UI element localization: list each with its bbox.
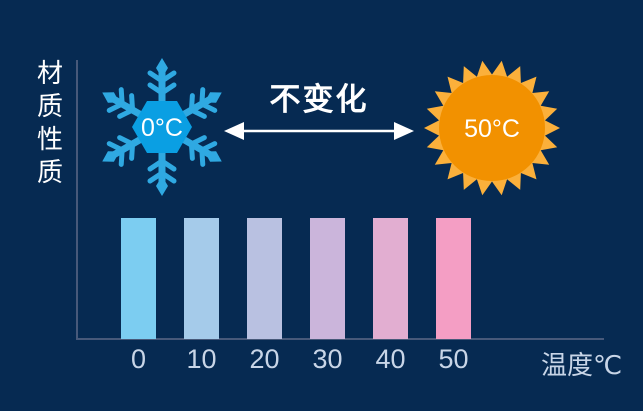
sun-icon: 50°C [424,60,560,196]
x-axis-unit-label: 温度℃ [541,350,623,380]
bar [310,218,345,339]
x-tick-label: 20 [249,344,280,374]
x-axis-line [76,338,604,340]
sun-temp-label: 50°C [464,115,520,143]
snowflake-icon: 0°C [90,55,234,199]
bar [373,218,408,339]
snowflake-temp-label: 0°C [141,114,183,142]
x-tick-label: 50 [438,344,469,374]
bar [121,218,156,339]
no-change-label: 不变化 [269,82,369,117]
x-tick-labels: 0 10 20 30 40 50 [107,344,485,375]
y-axis-title: 材质性质 [36,58,63,187]
x-tick-label: 40 [375,344,406,374]
bar [436,218,471,339]
double-arrow-icon [224,122,414,140]
x-tick-label: 10 [186,344,217,374]
x-tick-label: 30 [312,344,343,374]
bar [247,218,282,339]
y-axis-line [76,60,78,339]
bar [184,218,219,339]
x-tick-label: 0 [130,344,147,374]
bar-group [121,218,471,339]
